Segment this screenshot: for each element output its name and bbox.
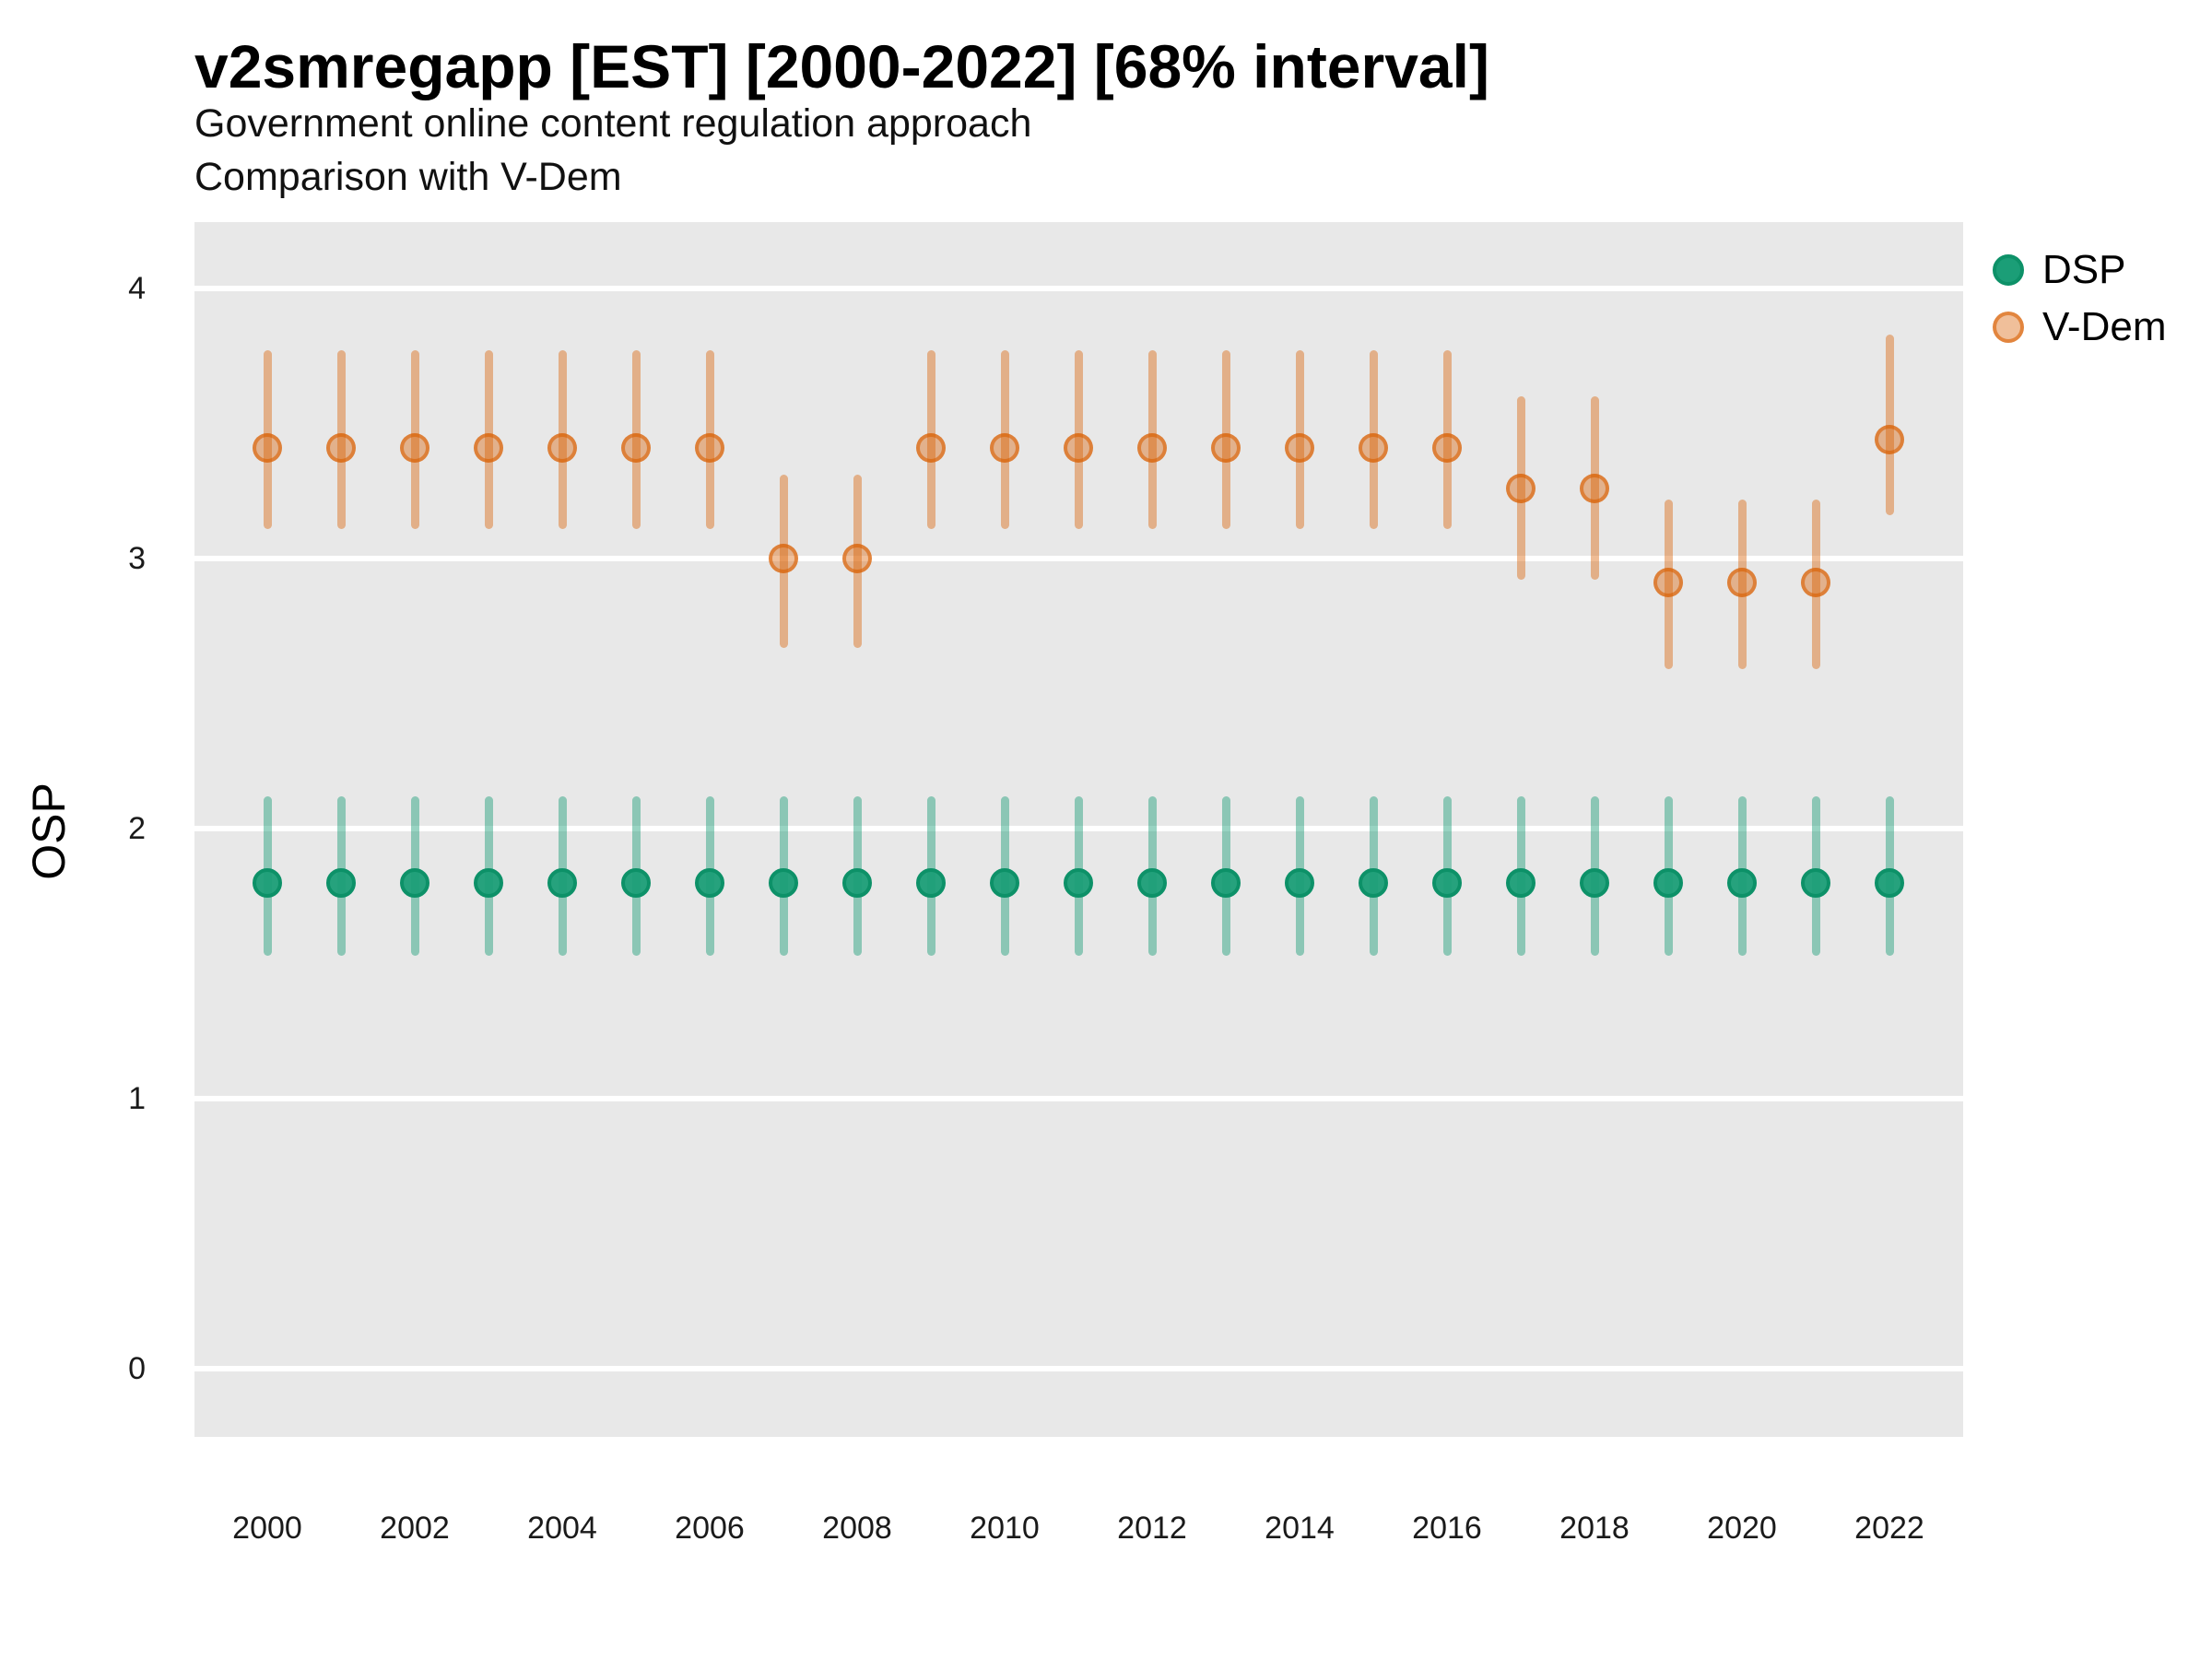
point-dsp-2021 bbox=[1801, 867, 1830, 898]
chart-subtitle-line-1: Government online content regulation app… bbox=[194, 101, 1032, 146]
point-vdem-2004 bbox=[547, 432, 577, 463]
point-vdem-2007 bbox=[769, 544, 798, 573]
x-tick-label-2018: 2018 bbox=[1559, 1511, 1630, 1546]
point-dsp-2017 bbox=[1506, 867, 1535, 898]
point-dsp-2005 bbox=[621, 867, 651, 898]
interval-vdem-2022 bbox=[1886, 334, 1894, 516]
point-vdem-2015 bbox=[1359, 432, 1388, 463]
point-dsp-2020 bbox=[1727, 867, 1757, 898]
grid-line-y-3 bbox=[194, 556, 1963, 561]
point-vdem-2014 bbox=[1285, 432, 1314, 463]
grid-line-y-0 bbox=[194, 1366, 1963, 1371]
x-tick-label-2010: 2010 bbox=[970, 1511, 1040, 1546]
vdem-legend-dot-icon bbox=[1993, 312, 2024, 343]
plot-panel bbox=[194, 222, 1963, 1437]
point-dsp-2018 bbox=[1580, 867, 1609, 898]
x-tick-label-2014: 2014 bbox=[1265, 1511, 1335, 1546]
point-vdem-2019 bbox=[1653, 568, 1683, 598]
legend-label-vdem: V-Dem bbox=[2042, 304, 2167, 349]
point-dsp-2015 bbox=[1359, 867, 1388, 898]
point-dsp-2010 bbox=[990, 867, 1019, 898]
point-vdem-2005 bbox=[621, 432, 651, 463]
x-tick-label-2000: 2000 bbox=[232, 1511, 302, 1546]
chart-title: v2smregapp [EST] [2000-2022] [68% interv… bbox=[194, 32, 1489, 100]
x-tick-label-2012: 2012 bbox=[1117, 1511, 1187, 1546]
point-dsp-2007 bbox=[769, 867, 798, 898]
point-dsp-2001 bbox=[326, 867, 356, 898]
point-vdem-2009 bbox=[916, 432, 946, 463]
point-dsp-2011 bbox=[1064, 867, 1093, 898]
legend: DSP V-Dem bbox=[1993, 241, 2166, 356]
point-vdem-2021 bbox=[1801, 568, 1830, 598]
dsp-legend-dot-icon bbox=[1993, 254, 2024, 286]
x-tick-label-2022: 2022 bbox=[1854, 1511, 1924, 1546]
point-vdem-2003 bbox=[474, 432, 503, 463]
grid-line-y-4 bbox=[194, 286, 1963, 291]
point-vdem-2020 bbox=[1727, 568, 1757, 598]
point-dsp-2022 bbox=[1875, 867, 1904, 898]
y-tick-label-0: 0 bbox=[128, 1351, 146, 1386]
point-dsp-2004 bbox=[547, 867, 577, 898]
point-vdem-2002 bbox=[400, 432, 429, 463]
point-vdem-2010 bbox=[990, 432, 1019, 463]
legend-item-vdem: V-Dem bbox=[1993, 299, 2166, 356]
point-vdem-2006 bbox=[695, 432, 724, 463]
point-vdem-2017 bbox=[1506, 473, 1535, 503]
point-vdem-2018 bbox=[1580, 473, 1609, 503]
point-dsp-2012 bbox=[1137, 867, 1167, 898]
grid-line-y-2 bbox=[194, 826, 1963, 831]
point-vdem-2012 bbox=[1137, 432, 1167, 463]
point-dsp-2014 bbox=[1285, 867, 1314, 898]
point-vdem-2013 bbox=[1211, 432, 1241, 463]
legend-label-dsp: DSP bbox=[2042, 247, 2126, 292]
point-dsp-2016 bbox=[1432, 867, 1462, 898]
y-tick-label-4: 4 bbox=[128, 271, 146, 306]
point-dsp-2006 bbox=[695, 867, 724, 898]
point-vdem-2008 bbox=[842, 544, 872, 573]
point-vdem-2022 bbox=[1875, 425, 1904, 455]
point-dsp-2000 bbox=[253, 867, 282, 898]
point-dsp-2013 bbox=[1211, 867, 1241, 898]
point-vdem-2001 bbox=[326, 432, 356, 463]
point-vdem-2016 bbox=[1432, 432, 1462, 463]
y-tick-label-2: 2 bbox=[128, 811, 146, 846]
x-tick-label-2008: 2008 bbox=[822, 1511, 892, 1546]
x-tick-label-2002: 2002 bbox=[380, 1511, 450, 1546]
point-dsp-2019 bbox=[1653, 867, 1683, 898]
point-dsp-2003 bbox=[474, 867, 503, 898]
point-vdem-2011 bbox=[1064, 432, 1093, 463]
x-tick-label-2006: 2006 bbox=[675, 1511, 745, 1546]
x-tick-label-2004: 2004 bbox=[527, 1511, 597, 1546]
x-tick-label-2016: 2016 bbox=[1412, 1511, 1482, 1546]
point-dsp-2009 bbox=[916, 867, 946, 898]
point-dsp-2002 bbox=[400, 867, 429, 898]
y-tick-label-1: 1 bbox=[128, 1081, 146, 1116]
point-dsp-2008 bbox=[842, 867, 872, 898]
chart-subtitle-line-2: Comparison with V-Dem bbox=[194, 155, 622, 199]
grid-line-y-1 bbox=[194, 1096, 1963, 1101]
legend-item-dsp: DSP bbox=[1993, 241, 2166, 299]
x-tick-label-2020: 2020 bbox=[1707, 1511, 1777, 1546]
point-vdem-2000 bbox=[253, 432, 282, 463]
y-tick-label-3: 3 bbox=[128, 541, 146, 576]
